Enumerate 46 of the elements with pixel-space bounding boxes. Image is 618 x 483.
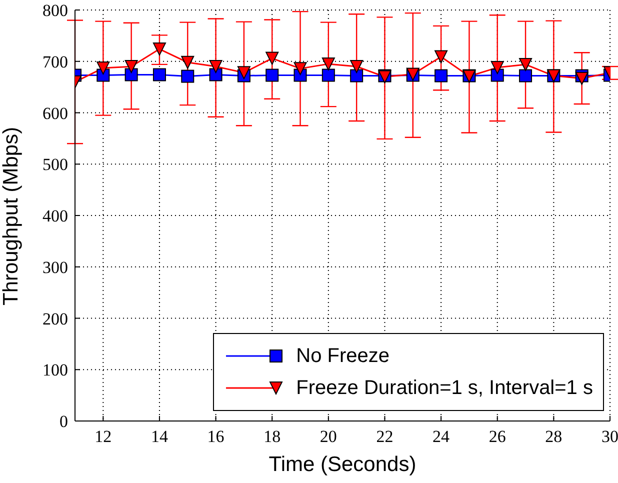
x-tick-label: 20 — [320, 427, 337, 446]
y-tick-label: 600 — [42, 104, 68, 123]
x-tick-label: 16 — [207, 427, 224, 446]
point — [350, 60, 364, 74]
legend-label: Freeze Duration=1 s, Interval=1 s — [296, 376, 593, 400]
point — [96, 62, 110, 75]
point — [152, 42, 166, 56]
point — [519, 69, 532, 82]
x-tick-label: 22 — [376, 427, 394, 446]
x-tick-label: 28 — [545, 427, 562, 446]
y-tick-label: 100 — [42, 360, 68, 380]
point — [294, 62, 307, 76]
point — [519, 58, 532, 71]
point — [490, 61, 504, 74]
point — [575, 72, 588, 85]
y-tick-label: 0 — [60, 412, 68, 432]
x-tick-label: 18 — [264, 427, 281, 446]
point — [237, 66, 250, 80]
point — [322, 68, 335, 82]
y-tick-label: 800 — [42, 1, 68, 20]
y-tick-label: 200 — [42, 309, 68, 328]
x-tick-label: 14 — [150, 427, 168, 446]
y-tick-label: 700 — [42, 52, 68, 72]
legend-label: No Freeze — [296, 344, 390, 368]
x-axis-title: Time (Seconds) — [268, 453, 416, 476]
x-tick-label: 12 — [94, 427, 112, 446]
y-tick-label: 500 — [42, 155, 68, 174]
point — [266, 68, 279, 82]
x-tick-label: 24 — [432, 427, 450, 446]
y-tick-label: 300 — [42, 258, 68, 277]
y-axis-title: Throughput (Mbps) — [0, 126, 22, 306]
point — [124, 68, 138, 82]
point — [181, 70, 194, 83]
x-tick-label: 26 — [488, 427, 506, 446]
point — [322, 57, 335, 70]
point — [434, 50, 448, 64]
point — [350, 69, 364, 82]
point — [209, 60, 222, 74]
point — [266, 52, 279, 65]
point — [434, 69, 448, 82]
point — [209, 68, 222, 82]
x-tick-label: 30 — [602, 427, 618, 446]
point — [152, 68, 166, 82]
point — [181, 56, 194, 69]
y-tick-label: 400 — [42, 206, 68, 226]
point — [124, 60, 138, 74]
